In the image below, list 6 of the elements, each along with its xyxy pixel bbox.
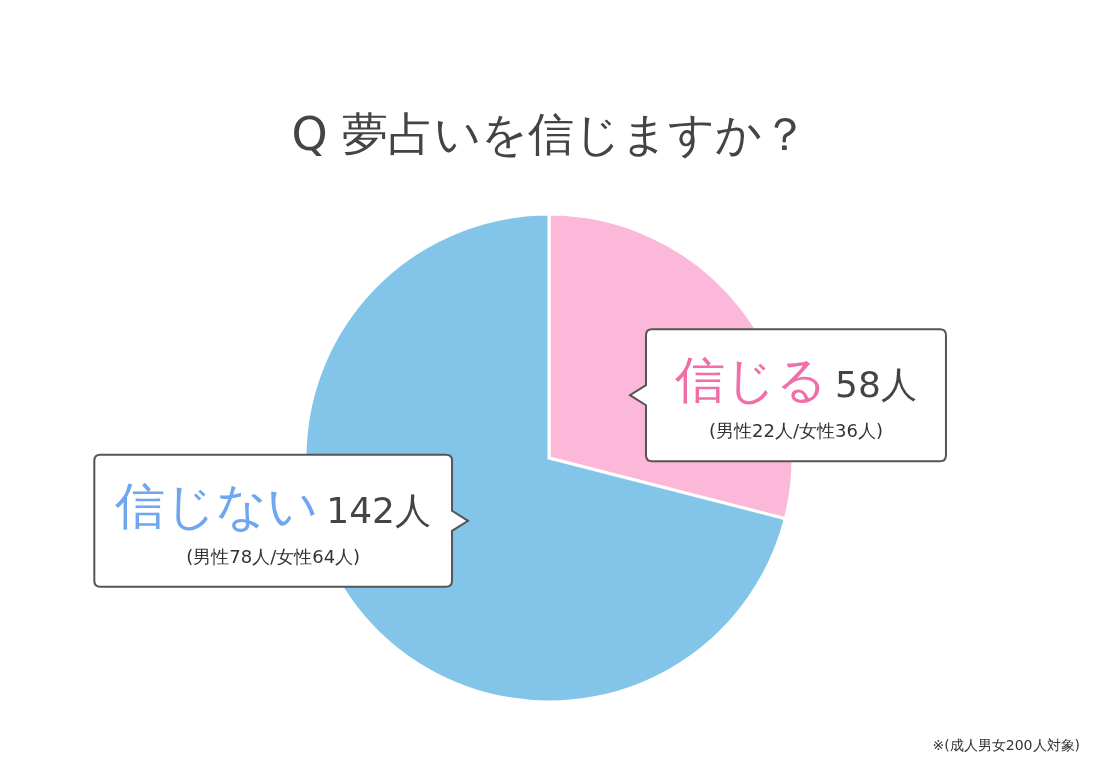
chart-title: Q 夢占いを信じますか？ (291, 107, 809, 161)
data-label: 58人 (835, 364, 917, 406)
slice-label: 信じない (115, 476, 319, 535)
data-label: 142人 (326, 489, 432, 531)
text: ※(成人男女200人対象) (932, 737, 1080, 753)
slice-label: 信じる (675, 351, 828, 410)
